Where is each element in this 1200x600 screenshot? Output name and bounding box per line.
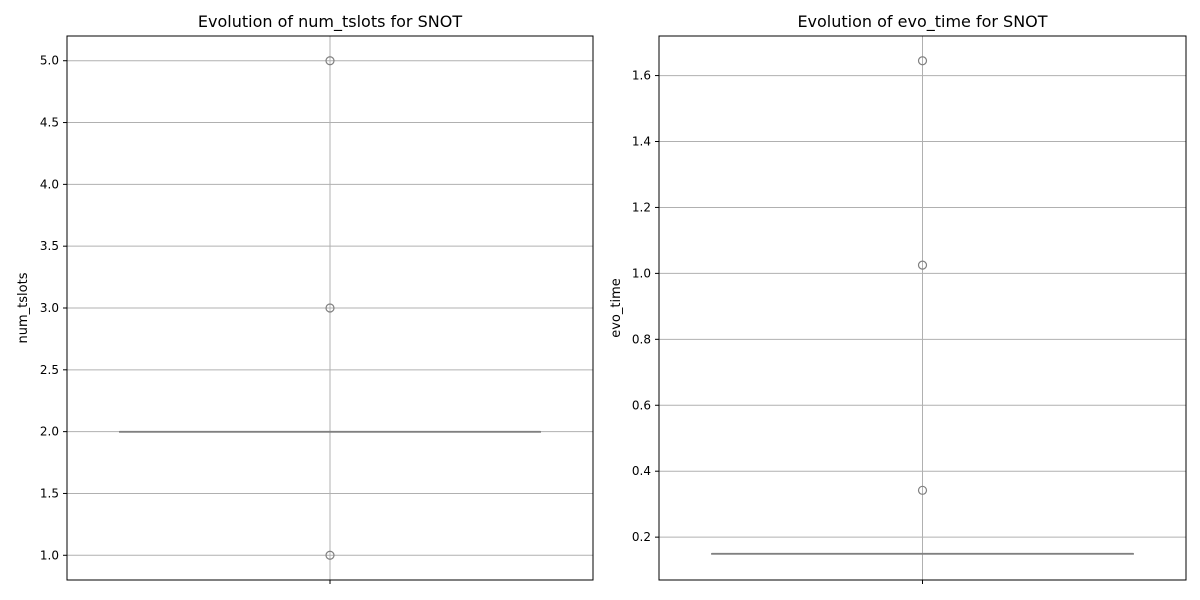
y-tick-label: 2.5	[40, 363, 59, 377]
y-tick-label: 1.2	[632, 200, 651, 214]
outlier-point	[325, 550, 335, 560]
y-tick-label: 3.5	[40, 239, 59, 253]
y-axis-label: evo_time	[609, 278, 624, 338]
chart-title: Evolution of evo_time for SNOT	[797, 12, 1047, 32]
y-tick-label: 1.0	[40, 548, 59, 562]
y-tick-label: 0.8	[632, 332, 651, 346]
outlier-point	[917, 260, 928, 270]
y-tick-label: 4.0	[40, 177, 59, 191]
chart-title: Evolution of num_tslots for SNOT	[198, 12, 462, 32]
y-tick-label: 0.2	[632, 530, 651, 544]
chart-panel-2: 0.2 0.4 0.6 0.8 1.0 1.2 1.4 1.6 Evolution of evo…	[609, 12, 1187, 584]
y-axis-label: num_tslots	[16, 272, 31, 343]
outlier-point	[325, 303, 335, 313]
y-tick-label: 1.4	[632, 135, 651, 149]
y-tick-label: 5.0	[40, 54, 59, 68]
y-tick-label: 0.6	[632, 398, 651, 412]
chart-panel-1: 1.0 1.5 2.0 2.5 3.0 3.5 4.0 4.5 5.0 Evolution of …	[16, 12, 594, 584]
y-tick-label: 1.6	[632, 69, 651, 83]
y-tick-label: 4.5	[40, 116, 59, 130]
y-tick-label: 0.4	[632, 464, 651, 478]
y-tick-label: 1.5	[40, 486, 59, 500]
y-tick-label: 2.0	[40, 425, 59, 439]
outlier-point	[325, 56, 335, 66]
y-tick-label: 1.0	[632, 266, 651, 280]
outlier-point	[917, 56, 928, 66]
y-tick-label: 3.0	[40, 301, 59, 315]
outlier-point	[917, 485, 928, 495]
